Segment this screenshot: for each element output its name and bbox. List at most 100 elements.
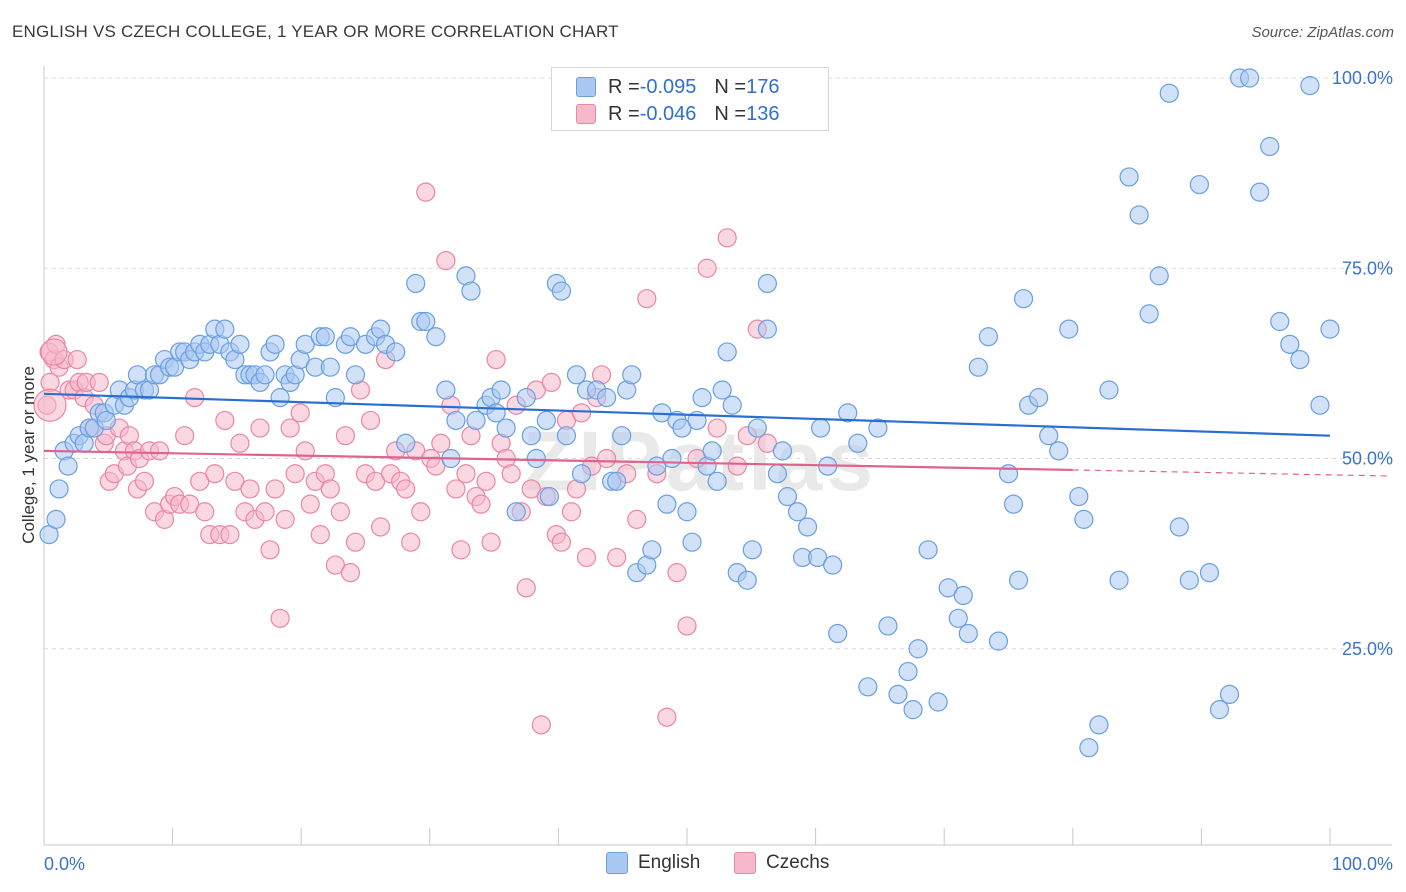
czech-point (521, 479, 541, 499)
english-point (46, 509, 66, 529)
english-point (928, 692, 948, 712)
english-point (426, 327, 446, 347)
czech-point (476, 471, 496, 491)
english-point (828, 623, 848, 644)
czech-point (149, 441, 170, 461)
english-point (1260, 136, 1280, 157)
english-point (968, 357, 988, 377)
english-point (1240, 68, 1260, 88)
english-point (707, 471, 727, 491)
czech-point (180, 494, 200, 514)
english-point (1119, 167, 1139, 187)
english-point (255, 365, 275, 385)
english-point (536, 410, 556, 431)
legend-n-label: N = (714, 75, 747, 98)
czech-point (436, 251, 456, 271)
english-point (838, 403, 858, 423)
english-point (215, 319, 235, 339)
english-point (888, 684, 908, 705)
czech-point (516, 578, 536, 598)
english-point (461, 281, 481, 301)
english-point (566, 365, 587, 385)
english-point (386, 342, 406, 362)
czech-point (597, 448, 617, 469)
chart-title: ENGLISH VS CZECH COLLEGE, 1 YEAR OR MORE… (12, 22, 619, 41)
czech-point (607, 547, 627, 568)
czech-point (280, 418, 300, 438)
english-point (722, 395, 742, 415)
czech-point (220, 524, 240, 545)
english-point (1280, 334, 1300, 354)
czech-point (275, 509, 295, 529)
english-point (1179, 570, 1199, 590)
english-point (571, 464, 592, 484)
czech-point (175, 426, 195, 446)
bottom-legend-english: English (606, 852, 700, 874)
english-point (898, 661, 918, 682)
english-point (49, 479, 69, 499)
english-point (878, 616, 898, 636)
english-point (787, 502, 808, 522)
english-point (692, 388, 712, 408)
czech-point (270, 608, 290, 628)
czech-point (134, 471, 155, 491)
legend: R = -0.095 N = 176 R = -0.046 N = 136 (551, 67, 829, 131)
english-point (868, 418, 888, 438)
bottom-legend-czechs: Czechs (734, 852, 829, 874)
english-point (551, 281, 572, 301)
legend-n-label: N = (714, 102, 747, 125)
legend-r-label: R = (608, 75, 640, 98)
english-point (521, 426, 541, 446)
english-point (1139, 304, 1159, 324)
english-point (848, 433, 868, 453)
english-point (1199, 563, 1220, 583)
czech-point (411, 502, 431, 522)
czech-point (33, 388, 67, 422)
czech-point (250, 418, 270, 438)
english-point (486, 403, 506, 423)
czech-point (541, 372, 561, 392)
english-point (958, 623, 978, 644)
czech-point (340, 563, 361, 583)
english-point (1189, 174, 1209, 195)
czech-point (727, 456, 747, 476)
czech-point (757, 433, 777, 453)
czech-point (531, 715, 551, 735)
english-point (506, 502, 526, 522)
english-point (797, 517, 818, 537)
czech-point (345, 532, 366, 552)
english-point (1003, 494, 1024, 514)
czech-trend-line (43, 449, 1073, 472)
czech-point (481, 532, 501, 552)
english-point (712, 380, 732, 400)
english-point (416, 311, 436, 332)
english-point (265, 334, 285, 354)
czech-point (40, 338, 68, 366)
english-point (1039, 426, 1059, 446)
czech-point (697, 258, 717, 278)
czech-point (260, 540, 280, 560)
english-point (767, 464, 788, 484)
english-point (1099, 380, 1119, 400)
czech-point (431, 433, 451, 453)
english-point (908, 639, 928, 659)
czech-swatch (734, 852, 756, 874)
english-point (345, 365, 366, 385)
czech-point (360, 410, 381, 431)
czech-point (667, 563, 687, 583)
czech-point (561, 502, 582, 522)
english-point (1074, 509, 1094, 529)
czech-point (330, 502, 350, 522)
czech-point (320, 479, 340, 499)
english-point (737, 570, 757, 590)
czech-point (501, 464, 521, 484)
english-point (622, 365, 642, 385)
czech-trend-extension (1072, 469, 1391, 477)
source-label: Source: ZipAtlas.com (1251, 24, 1394, 41)
czech-point (446, 479, 466, 499)
czech-point (205, 464, 225, 484)
english-point (757, 273, 777, 294)
trend-lines (43, 392, 1391, 477)
legend-row-english: R = -0.095 N = 176 (576, 75, 779, 99)
english-point (436, 380, 456, 400)
